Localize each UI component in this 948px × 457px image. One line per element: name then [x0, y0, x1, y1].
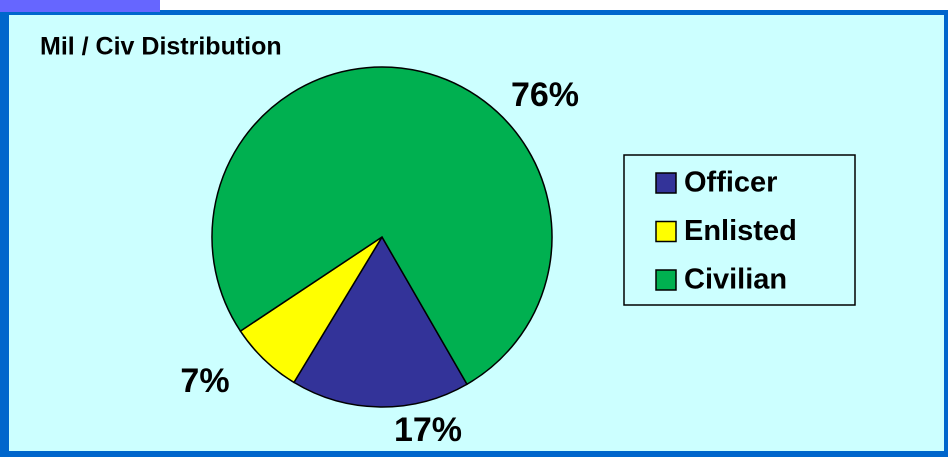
pie-slice: [292, 235, 469, 408]
legend-swatch: [655, 220, 677, 243]
legend-label: Officer: [684, 167, 777, 199]
legend-swatch: [655, 269, 677, 291]
chart-title: Mil / Civ Distribution: [40, 33, 282, 61]
legend-swatch: [655, 172, 677, 194]
data-label: 7%: [180, 362, 229, 400]
data-label: 76%: [511, 76, 579, 114]
legend-label: Enlisted: [684, 215, 797, 247]
corner-tab: [0, 0, 160, 12]
pie-slice: [211, 66, 553, 386]
data-label: 17%: [394, 411, 462, 449]
legend-label: Civilian: [684, 264, 787, 296]
